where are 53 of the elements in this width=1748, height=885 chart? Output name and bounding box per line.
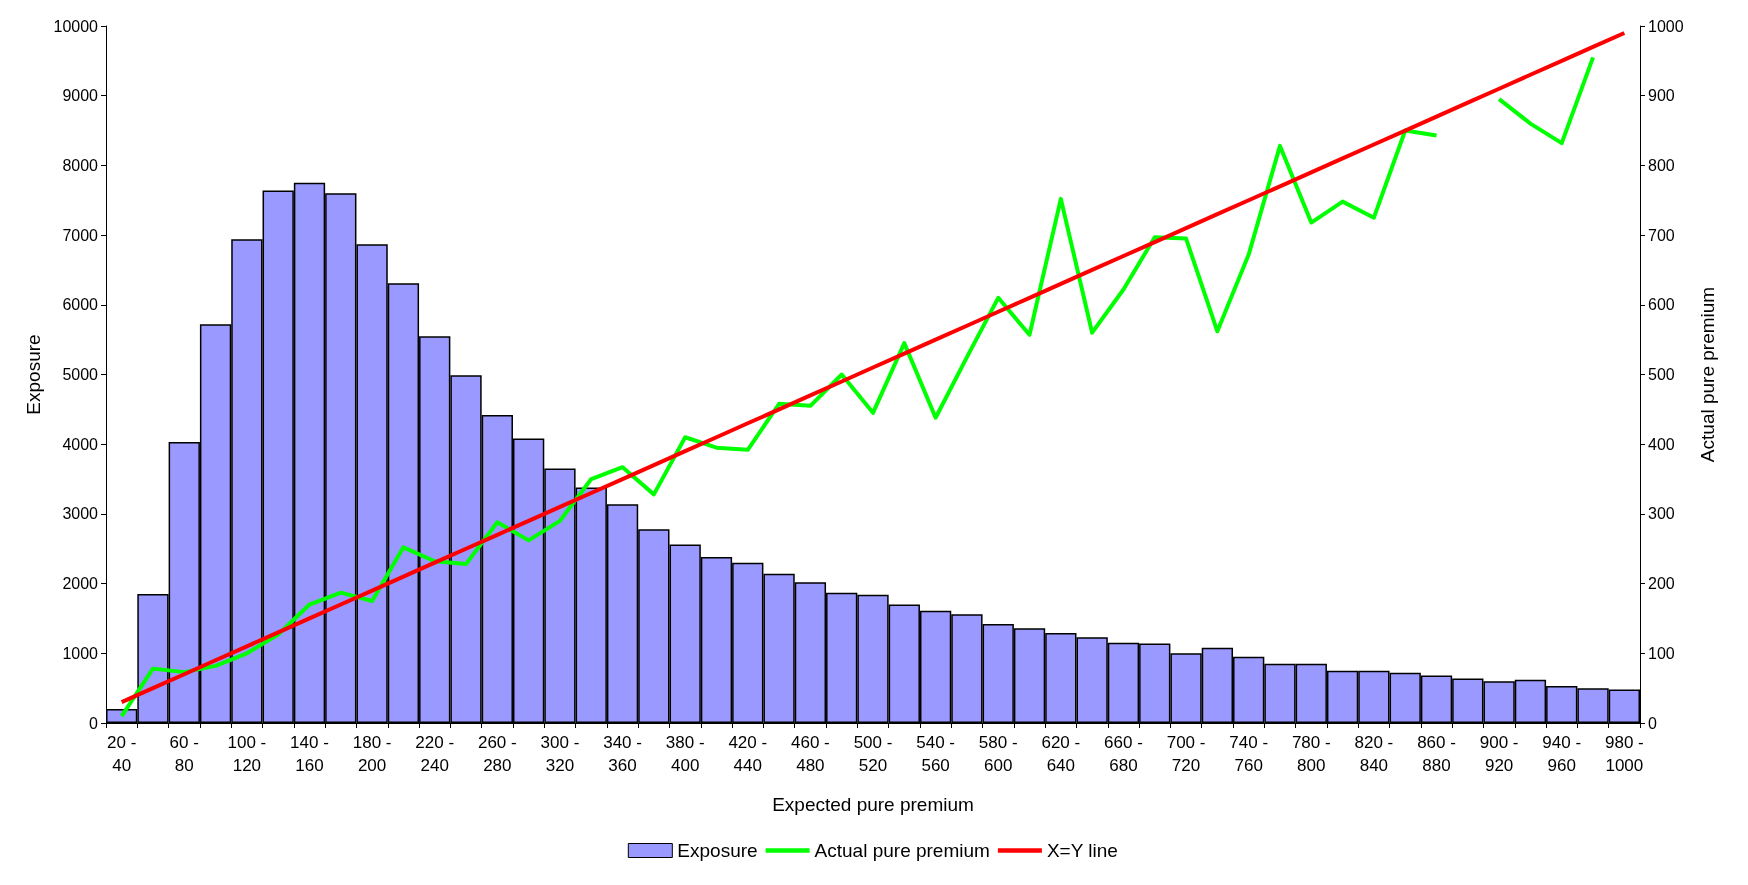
y-tick-label: 9000 (62, 87, 99, 105)
y2-tick-label: 900 (1648, 87, 1675, 105)
x-tick-label: 700 - 720 (1166, 733, 1206, 775)
legend-label: X=Y line (1046, 840, 1118, 861)
y-tick-label: 8000 (62, 156, 99, 174)
y-tick-label: 4000 (62, 435, 99, 453)
x-tick-label: 420 - 440 (728, 733, 768, 775)
y2-axis-title: Actual pure premium (1697, 286, 1718, 463)
x-tick-label: 300 - 320 (540, 733, 580, 775)
legend-label: Actual pure premium (814, 840, 990, 861)
y2-tick-label: 500 (1648, 366, 1675, 383)
y2-tick-label: 200 (1648, 575, 1675, 593)
x-tick-label: 540 - 560 (916, 733, 955, 775)
x-tick-label: 460 - 480 (791, 733, 830, 775)
y-tick-label: 6000 (62, 296, 99, 314)
y-tick-label: 1000 (62, 644, 99, 662)
x-tick-label: 60 - 80 (169, 733, 199, 775)
x-tick-label: 740 - 760 (1229, 733, 1269, 775)
x-tick-label: 860 - 880 (1417, 733, 1456, 775)
y-tick-label: 0 (89, 714, 99, 732)
x-tick-label: 100 - 120 (227, 733, 267, 775)
x-tick-label: 260 - 280 (477, 733, 517, 775)
x-tick-label: 180 - 200 (352, 733, 392, 775)
x-tick-label: 940 - 960 (1542, 733, 1582, 775)
x-tick-label: 500 - 520 (853, 733, 893, 775)
x-tick-label: 980 - 1000 (1604, 733, 1644, 775)
y-axis-title: Exposure (22, 334, 44, 415)
x-tick-label: 380 - 400 (665, 733, 705, 775)
legend-label: Exposure (677, 840, 758, 861)
x-tick-label: 780 - 800 (1291, 733, 1331, 775)
x-tick-label: 820 - 840 (1354, 733, 1394, 775)
x-axis-title: Expected pure premium (772, 794, 974, 815)
y2-tick-label: 600 (1648, 296, 1675, 314)
x-tick-label: 20 - 40 (107, 733, 137, 775)
y-tick-label: 2000 (62, 575, 99, 593)
x-tick-label: 620 - 640 (1041, 733, 1081, 775)
y2-tick-label: 300 (1648, 505, 1675, 523)
y2-tick-label: 1000 (1648, 17, 1684, 35)
x-tick-label: 340 - 360 (603, 733, 642, 775)
y2-tick-label: 0 (1648, 714, 1657, 732)
y2-tick-label: 100 (1648, 644, 1675, 662)
y2-tick-label: 800 (1648, 156, 1675, 174)
x-tick-label: 140 - 160 (290, 733, 329, 775)
y-tick-label: 10000 (53, 17, 99, 35)
x-tick-label: 580 - 600 (978, 733, 1018, 775)
y2-tick-label: 700 (1648, 226, 1675, 244)
x-tick-label: 660 - 680 (1104, 733, 1143, 775)
x-tick-label: 900 - 920 (1479, 733, 1519, 775)
y-tick-label: 7000 (62, 226, 99, 244)
y-tick-label: 5000 (62, 366, 99, 383)
y-tick-label: 3000 (62, 505, 99, 523)
y2-tick-label: 400 (1648, 435, 1675, 453)
x-tick-label: 220 - 240 (415, 733, 455, 775)
